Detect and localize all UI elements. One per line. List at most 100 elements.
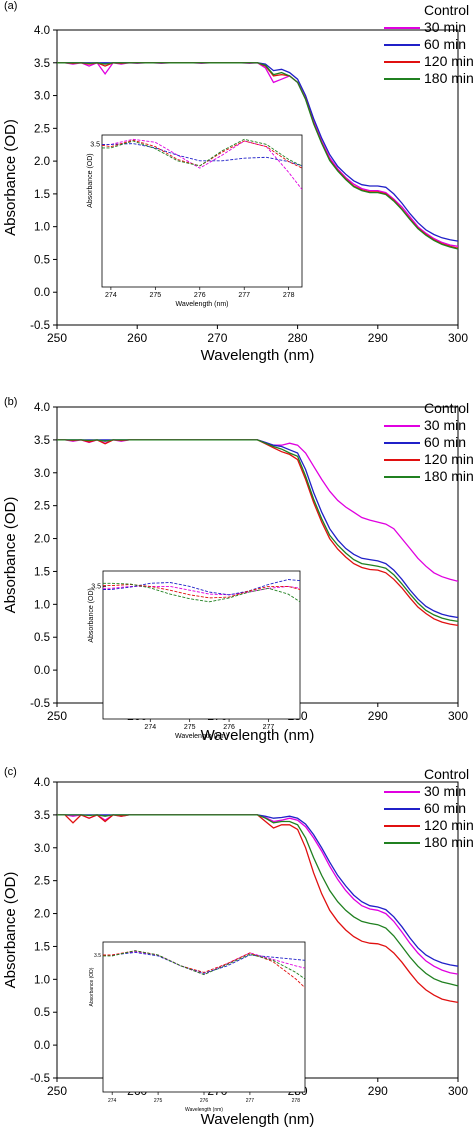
- series-line-30-min: [57, 439, 458, 582]
- inset-y-axis-label: Absorbance (OD): [89, 967, 95, 1006]
- inset-y-tick-label: 3.5: [91, 583, 101, 590]
- inset-series-line-120-min: [103, 584, 300, 599]
- inset-x-tick-label: 275: [149, 292, 161, 299]
- legend-label: 120 min: [424, 817, 474, 833]
- y-tick-label: 0.5: [34, 1007, 50, 1019]
- panel-label: (c): [4, 766, 17, 778]
- y-tick-label: 1.5: [34, 189, 50, 201]
- inset-x-tick-label: 275: [154, 1098, 163, 1104]
- y-tick-label: 3.5: [34, 58, 50, 70]
- legend-label: 60 min: [424, 36, 467, 52]
- y-tick-label: 2.5: [34, 876, 50, 888]
- legend-swatch-120-min: [384, 825, 420, 827]
- legend-label: 60 min: [424, 434, 467, 450]
- legend-label: 120 min: [424, 53, 474, 69]
- x-axis-label: Wavelength (nm): [201, 727, 315, 744]
- y-tick-label: 2.0: [34, 534, 50, 546]
- chart-panel-a: 250 260 270 280 290 300 -0.5 0.0 0.5 1.0 1.5 2.0 2.5…: [0, 0, 474, 380]
- inset-y-tick-label: 3.5: [90, 141, 100, 148]
- legend-swatch-180-min: [384, 78, 420, 80]
- legend-label: 180 min: [424, 834, 474, 850]
- inset-x-tick-label: 274: [105, 292, 117, 299]
- y-tick-label: 0.0: [34, 665, 50, 677]
- x-tick-label: 280: [288, 331, 308, 345]
- y-tick-label: 0.0: [34, 287, 50, 299]
- inset-x-tick-label: 275: [184, 724, 196, 731]
- x-axis-label: Wavelength (nm): [201, 347, 315, 364]
- inset-frame: [102, 570, 301, 720]
- panel-label: (b): [4, 396, 18, 408]
- y-tick-label: 1.0: [34, 222, 50, 234]
- inset-series-line-30-min: [102, 138, 302, 190]
- inset-y-tick-label: 3.5: [94, 953, 101, 959]
- inset-series-line-180-min: [103, 950, 305, 980]
- y-tick-label: 2.5: [34, 501, 50, 513]
- y-tick-label: 0.0: [34, 1040, 50, 1052]
- legend-swatch-180-min: [384, 476, 420, 478]
- y-tick-label: -0.5: [30, 1073, 50, 1085]
- series-line-180-min: [57, 439, 458, 623]
- plot-frame: [56, 29, 459, 326]
- y-tick-label: 0.5: [34, 632, 50, 644]
- x-tick-label: 270: [207, 331, 227, 345]
- legend-label: Control: [424, 766, 470, 782]
- y-tick-label: -0.5: [30, 698, 50, 710]
- y-tick-label: 2.0: [34, 156, 50, 168]
- inset-x-tick-label: 276: [194, 292, 206, 299]
- legend-label: Control: [424, 400, 470, 416]
- inset-series-line-60-min: [103, 579, 300, 596]
- legend-swatch-control: [384, 774, 420, 776]
- legend-label: 180 min: [424, 70, 474, 86]
- inset-x-tick-label: 276: [223, 724, 235, 731]
- y-axis-label: Absorbance (OD): [2, 872, 19, 989]
- inset-series-line-60-min: [102, 143, 302, 167]
- y-tick-label: 3.0: [34, 91, 50, 103]
- x-tick-label: 260: [127, 331, 147, 345]
- y-tick-label: -0.5: [30, 320, 50, 332]
- legend-label: 120 min: [424, 451, 474, 467]
- inset-y-axis-label: Absorbance (OD): [87, 153, 94, 207]
- inset-y-axis-label: Absorbance (OD): [88, 588, 95, 642]
- inset-x-tick-label: 277: [238, 292, 250, 299]
- inset-x-tick-label: 277: [246, 1098, 255, 1104]
- legend-swatch-control: [384, 408, 420, 410]
- y-tick-label: 2.5: [34, 123, 50, 135]
- y-axis-label: Absorbance (OD): [2, 119, 19, 236]
- inset-x-tick-label: 277: [263, 724, 275, 731]
- y-tick-label: 3.5: [34, 435, 50, 447]
- legend-swatch-60-min: [384, 808, 420, 810]
- legend-swatch-30-min: [384, 425, 420, 427]
- inset-frame: [101, 134, 303, 288]
- legend-swatch-180-min: [384, 842, 420, 844]
- x-tick-label: 250: [47, 331, 67, 345]
- legend-label: 180 min: [424, 468, 474, 484]
- inset-x-axis-label: Wavelength (nm): [185, 1107, 223, 1113]
- x-tick-label: 290: [368, 1084, 388, 1098]
- x-tick-label: 250: [47, 709, 67, 723]
- chart-svg: 250260270280290300-0.50.00.51.01.52.02.5…: [2, 777, 468, 1128]
- inset-series-line-60-min: [103, 951, 305, 974]
- legend-swatch-control: [384, 10, 420, 12]
- y-tick-label: 3.0: [34, 843, 50, 855]
- legend-swatch-60-min: [384, 442, 420, 444]
- inset-x-tick-label: 274: [108, 1098, 117, 1104]
- legend-label: 30 min: [424, 19, 467, 35]
- y-tick-label: 1.0: [34, 599, 50, 611]
- inset-x-tick-label: 274: [144, 724, 156, 731]
- y-tick-label: 1.5: [34, 941, 50, 953]
- x-axis-label: Wavelength (nm): [201, 1111, 315, 1128]
- y-tick-label: 1.5: [34, 566, 50, 578]
- y-tick-label: 0.5: [34, 254, 50, 266]
- x-tick-label: 290: [368, 331, 388, 345]
- y-tick-label: 3.0: [34, 468, 50, 480]
- inset-x-tick-label: 278: [292, 1098, 301, 1104]
- inset-series-line-180-min: [102, 138, 302, 167]
- x-tick-label: 250: [47, 1084, 67, 1098]
- chart-svg: 250260270280290300-0.50.00.51.01.52.02.5…: [2, 402, 468, 744]
- y-tick-label: 2.0: [34, 909, 50, 921]
- legend-swatch-30-min: [384, 791, 420, 793]
- series-line-180-min: [57, 62, 458, 250]
- panel-label: (a): [4, 0, 18, 12]
- inset-frame: [102, 941, 306, 1093]
- legend-swatch-120-min: [384, 459, 420, 461]
